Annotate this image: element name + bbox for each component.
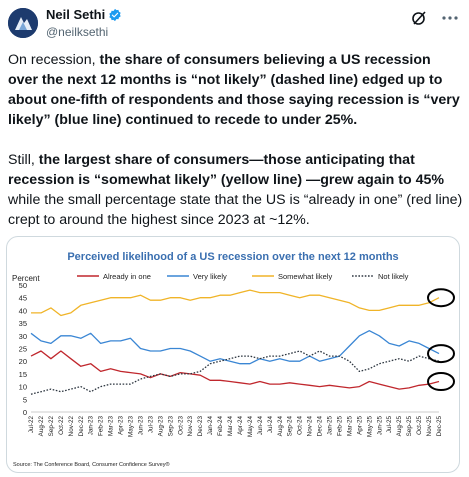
post-text: On recession, the share of consumers bel… <box>8 50 463 230</box>
legend-label: Somewhat likely <box>278 272 332 281</box>
logo-avatar[interactable] <box>8 8 38 38</box>
post-text-segment: the share of consumers believing a US re… <box>8 52 460 128</box>
more-options-icon[interactable] <box>441 10 459 26</box>
highlight-circle <box>427 372 455 392</box>
x-tick-label: Nov-23 <box>187 416 194 437</box>
x-tick-label: Aug-24 <box>277 416 284 437</box>
x-tick-label: May-23 <box>128 416 135 437</box>
post-paragraph-1: On recession, the share of consumers bel… <box>8 50 463 130</box>
x-tick-label: Jul-24 <box>267 416 274 434</box>
chart-image-card[interactable]: Perceived likelihood of a US recession o… <box>6 236 460 473</box>
x-tick-label: Jan-24 <box>207 416 214 436</box>
y-axis-label: Percent <box>12 274 40 283</box>
legend-label: Very likely <box>193 272 227 281</box>
chart-source: Source: The Conference Board, Consumer C… <box>13 461 170 468</box>
x-tick-label: Jun-23 <box>137 416 144 436</box>
y-tick-label: 45 <box>19 294 27 303</box>
x-tick-label: Jul-25 <box>386 416 393 434</box>
post-text-segment: Still, <box>8 152 39 168</box>
chart-annotations <box>427 288 455 392</box>
x-tick-label: Aug-23 <box>157 416 164 437</box>
recession-likelihood-chart: Perceived likelihood of a US recession o… <box>12 251 455 468</box>
y-tick-label: 50 <box>19 281 27 290</box>
x-tick-label: Jan-23 <box>88 416 95 436</box>
y-tick-label: 15 <box>19 370 27 379</box>
highlight-circle <box>427 288 455 308</box>
x-tick-label: Oct-25 <box>416 416 423 435</box>
series-line-somewhat-likely <box>31 289 440 317</box>
x-tick-label: Jun-25 <box>376 416 383 436</box>
post-text-segment: the largest share of consumers—those ant… <box>8 152 445 188</box>
x-tick-label: Nov-24 <box>307 416 314 437</box>
chart-title: Perceived likelihood of a US recession o… <box>67 251 398 263</box>
x-tick-label: Sep-25 <box>406 416 413 437</box>
series-line-not-likely <box>30 350 440 395</box>
author-handle[interactable]: @neilksethi <box>46 25 109 39</box>
x-tick-label: Jul-22 <box>28 416 35 434</box>
x-tick-label: May-24 <box>247 416 254 437</box>
x-tick-label: Apr-23 <box>118 416 125 435</box>
author-name-row[interactable]: Neil Sethi <box>46 7 122 22</box>
y-tick-label: 20 <box>19 357 27 366</box>
x-tick-label: Feb-24 <box>217 416 224 436</box>
x-tick-label: Jan-25 <box>327 416 334 436</box>
x-tick-label: Nov-25 <box>426 416 433 437</box>
x-tick-label: Jul-23 <box>147 416 154 434</box>
x-tick-label: Sep-24 <box>287 416 294 437</box>
x-tick-label: Oct-22 <box>58 416 65 435</box>
y-tick-label: 0 <box>23 408 27 417</box>
x-tick-label: Oct-24 <box>297 416 304 435</box>
chart-legend: Already in one Very likely Somewhat likely… <box>77 272 409 281</box>
grok-icon[interactable] <box>411 10 427 26</box>
series-line-already-in-one <box>30 350 440 390</box>
x-tick-label: Dec-24 <box>317 416 324 437</box>
series-line-very-likely <box>30 330 440 365</box>
x-tick-label: Apr-25 <box>356 416 363 435</box>
x-tick-label: Feb-23 <box>98 416 105 436</box>
x-tick-label: Aug-25 <box>396 416 403 437</box>
post-text-segment: On recession, <box>8 52 100 68</box>
x-tick-label: Jun-24 <box>257 416 264 436</box>
post-text-segment: while the small percentage state that th… <box>8 192 463 228</box>
x-tick-label: Mar-25 <box>346 416 353 436</box>
x-tick-label: Aug-22 <box>38 416 45 437</box>
x-tick-label: Sep-22 <box>48 416 55 437</box>
x-tick-label: Dec-23 <box>197 416 204 437</box>
x-tick-label: Feb-25 <box>336 416 343 436</box>
y-tick-label: 10 <box>19 383 27 392</box>
x-tick-label: Dec-25 <box>436 416 443 437</box>
x-tick-label: Nov-22 <box>68 416 75 437</box>
legend-label: Not likely <box>378 272 409 281</box>
x-tick-label: Oct-23 <box>177 416 184 435</box>
author-name[interactable]: Neil Sethi <box>46 7 106 22</box>
legend-label: Already in one <box>103 272 151 281</box>
y-tick-label: 5 <box>23 395 27 404</box>
x-tick-label: May-25 <box>366 416 373 437</box>
post-header: Neil Sethi @neilksethi <box>0 0 469 48</box>
x-tick-label: Dec-22 <box>78 416 85 437</box>
y-tick-label: 30 <box>19 332 27 341</box>
x-tick-label: Mar-23 <box>108 416 115 436</box>
x-tick-label: Mar-24 <box>227 416 234 436</box>
y-tick-label: 35 <box>19 319 27 328</box>
chart-series <box>30 289 440 395</box>
post-paragraph-2: Still, the largest share of consumers—th… <box>8 150 463 230</box>
highlight-circle <box>427 344 455 364</box>
x-tick-label: Sep-23 <box>167 416 174 437</box>
verified-badge-icon <box>109 8 121 21</box>
y-tick-label: 40 <box>19 306 27 315</box>
y-tick-label: 25 <box>19 345 27 354</box>
x-tick-label: Apr-24 <box>237 416 244 435</box>
